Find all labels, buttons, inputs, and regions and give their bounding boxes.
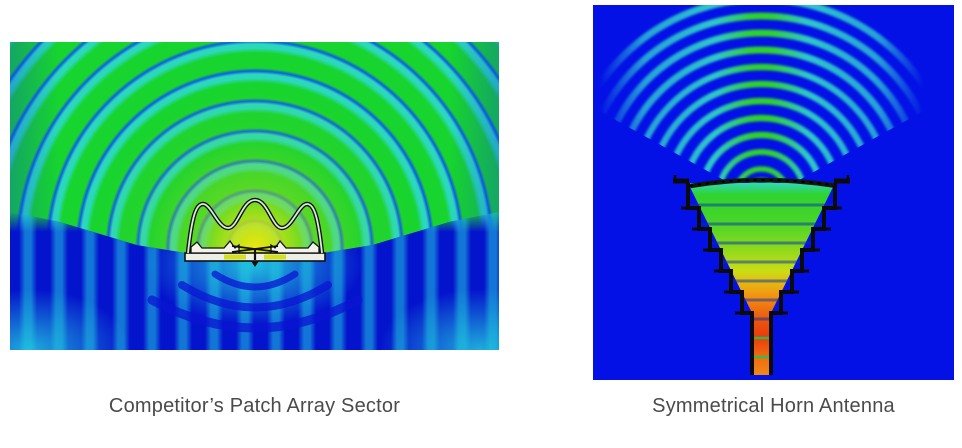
under-ground-ripples: [147, 270, 363, 333]
aperture-rim-speckle: [689, 179, 838, 187]
waveguide-node-lines: [754, 336, 769, 359]
right-bracket-element: [270, 239, 320, 254]
left-bracket-element: [190, 239, 240, 254]
right-corrugation-teeth: [780, 206, 842, 315]
left-corrugation-teeth: [681, 206, 743, 315]
horn-overlay: [593, 5, 954, 380]
horn-interior-field: [688, 183, 835, 375]
feed-pin: [251, 261, 259, 267]
patch-element: [264, 254, 286, 260]
patch-array-simulation-image: [10, 42, 499, 350]
horn-walls: [673, 175, 850, 375]
radome-inner-line: [187, 199, 323, 254]
patch-element: [224, 254, 246, 260]
patch-array-overlay: [147, 197, 363, 333]
patch-antenna-structure: [184, 197, 326, 267]
horn-simulation-image: [593, 5, 954, 380]
caption-patch-array: Competitor’s Patch Array Sector: [108, 395, 401, 417]
field-node-lines: [690, 203, 833, 321]
caption-horn: Symmetrical Horn Antenna: [652, 395, 895, 417]
center-feed-element: [231, 245, 279, 260]
